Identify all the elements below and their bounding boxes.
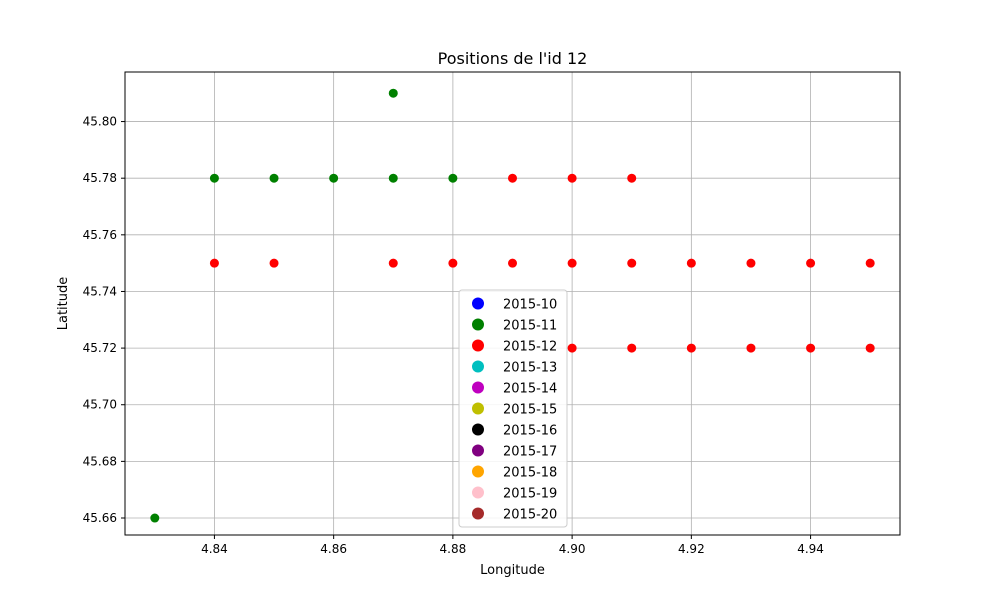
data-point (567, 258, 577, 268)
legend-marker (472, 339, 484, 352)
data-point (627, 173, 637, 183)
data-point (448, 173, 458, 183)
data-point (686, 343, 696, 353)
legend-label: 2015-18 (503, 466, 557, 481)
legend-marker (472, 318, 484, 331)
y-axis-label: Latitude (56, 277, 71, 331)
data-point (269, 258, 279, 268)
y-tick-label: 45.76 (83, 228, 117, 242)
x-tick-label: 4.90 (559, 542, 586, 556)
y-tick-label: 45.74 (83, 284, 117, 298)
data-point (746, 258, 756, 268)
data-point (508, 258, 517, 268)
data-point (627, 258, 637, 268)
legend-label: 2015-11 (503, 319, 557, 334)
data-point (388, 258, 398, 268)
x-axis-label: Longitude (480, 563, 545, 578)
data-point (388, 173, 398, 183)
legend-box (458, 289, 568, 528)
legend-label: 2015-19 (503, 487, 557, 502)
legend-marker (472, 381, 484, 394)
legend-marker (472, 465, 484, 478)
legend-marker (472, 402, 484, 415)
data-point (567, 173, 577, 183)
axes-frame (124, 71, 901, 536)
data-point (627, 343, 637, 353)
data-point (865, 258, 875, 268)
x-tick-label: 4.84 (201, 542, 228, 556)
data-point (567, 343, 577, 353)
y-tick-label: 45.66 (83, 511, 117, 525)
legend-marker (472, 486, 484, 499)
x-tick-label: 4.86 (320, 542, 347, 556)
legend-label: 2015-15 (503, 403, 557, 418)
y-tick-label: 45.80 (83, 115, 117, 129)
legend-label: 2015-10 (503, 298, 557, 313)
legend-marker (472, 360, 484, 373)
data-point (150, 513, 160, 523)
x-tick-label: 4.88 (440, 542, 467, 556)
data-point (388, 88, 398, 98)
legend-label: 2015-20 (503, 508, 557, 523)
y-tick-label: 45.68 (83, 454, 117, 468)
legend-label: 2015-14 (503, 382, 557, 397)
data-point (806, 343, 816, 353)
legend-marker (472, 423, 484, 436)
y-tick-label: 45.78 (83, 171, 117, 185)
legend-label: 2015-17 (503, 445, 557, 460)
legend-label: 2015-13 (503, 361, 557, 376)
data-point (746, 343, 756, 353)
legend-label: 2015-16 (503, 424, 557, 439)
y-tick-label: 45.72 (83, 341, 117, 355)
x-tick-label: 4.92 (678, 542, 705, 556)
y-tick-label: 45.70 (83, 398, 117, 412)
data-point (209, 258, 219, 268)
data-points (150, 88, 875, 523)
legend-marker (472, 507, 484, 520)
data-point (508, 173, 517, 183)
data-point (865, 343, 875, 353)
axis-ticks: 4.84 4.86 4.88 4.90 4.92 4.94 45.66 45.68 45.70 4… (83, 115, 824, 556)
legend-marker (472, 444, 484, 457)
legend-marker (472, 297, 484, 310)
data-point (806, 258, 816, 268)
data-point (329, 173, 339, 183)
data-point (269, 173, 279, 183)
data-point (209, 173, 219, 183)
chart-title: Positions de l'id 12 (438, 49, 588, 68)
legend: 2015-10 2015-11 2015-12 2015-13 2015-14 2015-… (458, 289, 568, 528)
x-tick-label: 4.94 (797, 542, 824, 556)
legend-label: 2015-12 (503, 340, 557, 355)
data-point (686, 258, 696, 268)
data-point (448, 258, 458, 268)
